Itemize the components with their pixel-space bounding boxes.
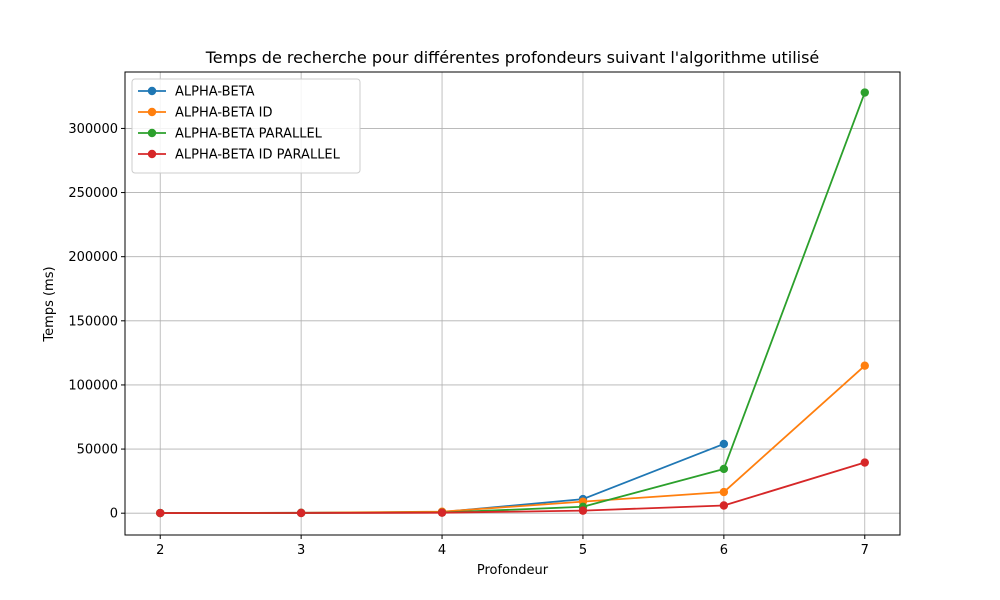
x-tick-label: 6 [720, 543, 728, 558]
x-tick-label: 3 [297, 543, 305, 558]
y-tick-label: 200000 [68, 250, 118, 265]
legend-marker [147, 107, 157, 117]
legend-label: ALPHA-BETA ID [175, 106, 273, 121]
x-tick-label: 2 [156, 543, 164, 558]
data-point [437, 508, 447, 517]
legend-marker [147, 128, 157, 138]
data-point [719, 487, 729, 497]
chart-title: Temps de recherche pour différentes prof… [205, 48, 820, 67]
legend-box [131, 78, 361, 174]
y-tick-label: 0 [110, 507, 118, 522]
legend-label: ALPHA-BETA PARALLEL [175, 127, 323, 142]
x-tick-label: 5 [579, 543, 587, 558]
x-tick-label: 7 [861, 543, 869, 558]
y-tick-label: 300000 [68, 122, 118, 137]
y-axis-label: Temps (ms) [42, 266, 57, 342]
data-point [156, 508, 165, 518]
data-point [860, 361, 869, 370]
legend-marker [147, 86, 157, 96]
data-point [719, 439, 729, 449]
legend-label: ALPHA-BETA ID PARALLEL [175, 148, 341, 163]
x-axis-label: Profondeur [477, 563, 549, 578]
y-tick-label: 100000 [68, 378, 118, 393]
data-point [578, 506, 588, 515]
data-point [860, 88, 869, 97]
y-tick-label: 50000 [77, 443, 118, 458]
legend: ALPHA-BETA ALPHA-BETA ID ALPHA-BETA PARALL… [131, 78, 361, 174]
plot-area: 2 3 4 5 6 7 0 50000 100000 150000 200000 250000 3000… [68, 71, 901, 558]
data-point [719, 501, 729, 510]
data-point [719, 464, 729, 474]
data-point [860, 458, 869, 467]
data-point [296, 508, 306, 518]
y-tick-label: 150000 [68, 314, 118, 329]
axes-frame [124, 71, 901, 536]
legend-marker [147, 149, 157, 159]
legend-label: ALPHA-BETA [175, 85, 255, 100]
x-tick-label: 4 [438, 543, 446, 558]
y-tick-label: 250000 [68, 186, 118, 201]
series-line [160, 461, 866, 514]
